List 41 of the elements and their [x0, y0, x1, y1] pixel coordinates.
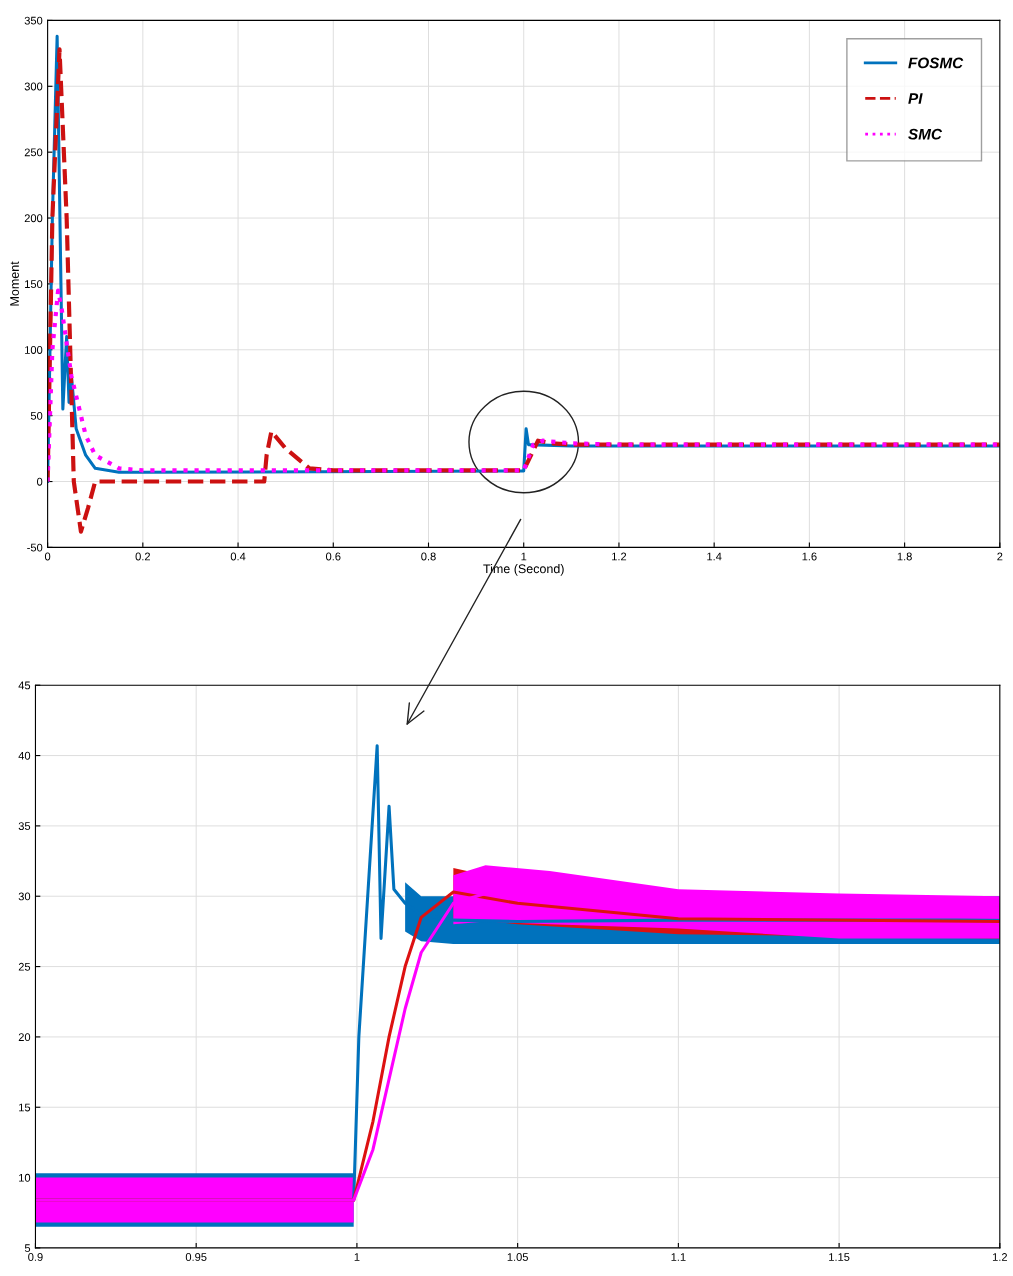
x-tick-label: 0.4 — [230, 552, 246, 561]
y-tick-label: -50 — [27, 543, 43, 552]
x-tick-label: 1 — [354, 1253, 360, 1261]
x-tick-label: 0.6 — [325, 552, 341, 561]
x-tick-label: 1.6 — [802, 552, 817, 561]
x-tick-label: 2 — [997, 552, 1003, 561]
y-tick-label: 0 — [37, 477, 43, 486]
x-tick-label: 1.4 — [707, 552, 722, 561]
y-tick-label: 200 — [24, 214, 43, 223]
x-tick-label: 0.8 — [421, 552, 436, 561]
y-tick-label: 45 — [18, 681, 31, 690]
x-tick-label: 1.8 — [897, 552, 912, 561]
y-tick-label: 35 — [18, 822, 31, 831]
legend-label: FOSMC — [908, 57, 964, 69]
legend-label: PI — [908, 93, 923, 104]
x-tick-label: 1.2 — [612, 552, 627, 561]
x-tick-label: 1.15 — [829, 1253, 850, 1261]
x-tick-label: 0 — [44, 552, 51, 561]
x-tick-label: 1.05 — [507, 1253, 528, 1261]
x-tick-label: 0.95 — [185, 1253, 207, 1261]
x-tick-label: 1 — [521, 552, 527, 561]
y-tick-label: 5 — [24, 1244, 31, 1253]
line-series — [47, 288, 1000, 484]
y-tick-label: 40 — [18, 751, 31, 760]
y-tick-label: 30 — [18, 892, 31, 901]
y-tick-label: 100 — [25, 346, 43, 354]
y-tick-label: 20 — [18, 1033, 31, 1042]
y-axis-title: Moment — [10, 261, 19, 306]
y-tick-label: 10 — [19, 1173, 31, 1182]
x-tick-label: 1.2 — [992, 1253, 1007, 1261]
x-tick-label: 1.1 — [671, 1253, 686, 1261]
y-tick-label: 150 — [25, 280, 43, 289]
x-tick-label: 0.2 — [135, 552, 150, 561]
legend-label: SMC — [908, 128, 943, 140]
y-tick-label: 25 — [18, 962, 31, 971]
x-tick-label: 0.9 — [28, 1253, 43, 1261]
y-tick-label: 300 — [24, 82, 43, 91]
y-tick-label: 250 — [24, 148, 43, 157]
y-tick-label: 50 — [30, 411, 43, 420]
y-tick-label: 15 — [19, 1103, 31, 1112]
y-tick-label: 350 — [24, 16, 43, 25]
